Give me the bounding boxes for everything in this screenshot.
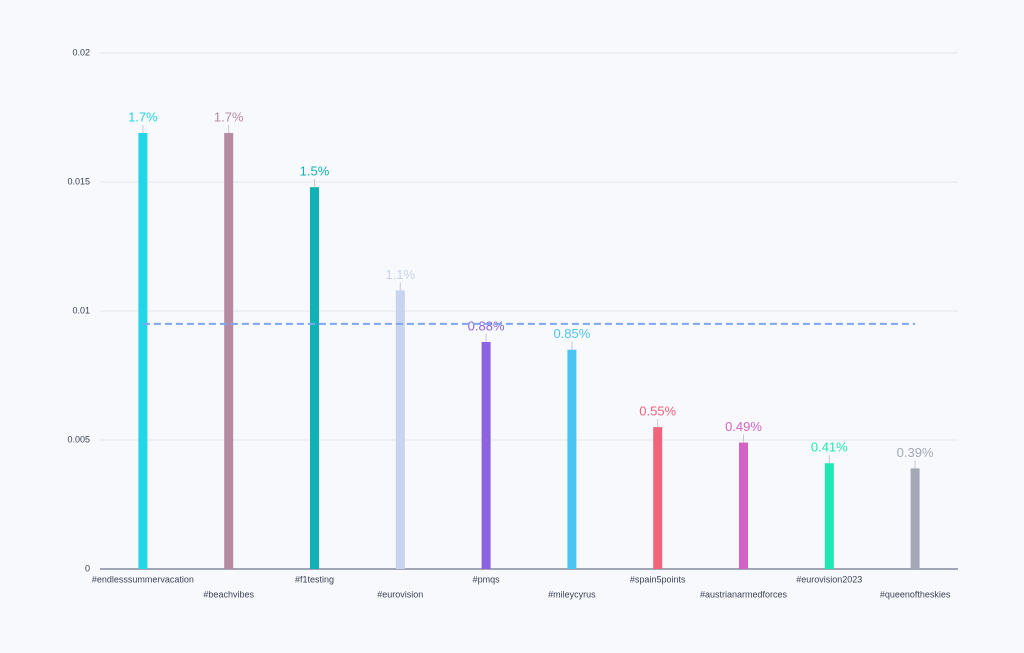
bar (910, 468, 920, 569)
x-tick-label: #austrianarmedforces (700, 589, 788, 599)
y-tick-label: 0.01 (72, 305, 90, 315)
bar (739, 442, 748, 569)
value-label: 0.88% (468, 318, 505, 333)
value-label: 1.5% (300, 164, 330, 179)
value-label: 0.39% (897, 445, 934, 460)
x-tick-label: #queenoftheskies (880, 589, 951, 599)
value-label: 0.41% (811, 440, 848, 455)
x-tick-label: #endlesssummervacation (92, 574, 194, 584)
bar (481, 341, 491, 569)
bar (824, 463, 834, 569)
x-tick-label: #eurovision (377, 589, 423, 599)
value-label: 0.85% (553, 326, 590, 341)
bar (224, 132, 234, 570)
value-label: 1.7% (128, 109, 158, 124)
bar (138, 132, 148, 570)
y-tick-label: 0 (85, 563, 90, 573)
value-label: 1.1% (385, 267, 415, 282)
y-tick-label: 0.015 (67, 176, 90, 186)
bar (567, 349, 577, 569)
bar (310, 187, 319, 569)
value-label: 0.55% (639, 404, 676, 419)
x-tick-label: #eurovision2023 (796, 574, 862, 584)
x-tick-label: #pmqs (473, 574, 501, 584)
value-label: 0.49% (725, 419, 762, 434)
value-label: 1.7% (214, 109, 244, 124)
bar (653, 427, 663, 569)
x-tick-label: #beachvibes (203, 589, 254, 599)
x-tick-label: #spain5points (630, 574, 686, 584)
y-tick-label: 0.02 (72, 47, 90, 57)
y-tick-label: 0.005 (67, 434, 90, 444)
x-tick-label: #mileycyrus (548, 589, 596, 599)
x-tick-label: #f1testing (295, 574, 334, 584)
bar (395, 290, 405, 569)
